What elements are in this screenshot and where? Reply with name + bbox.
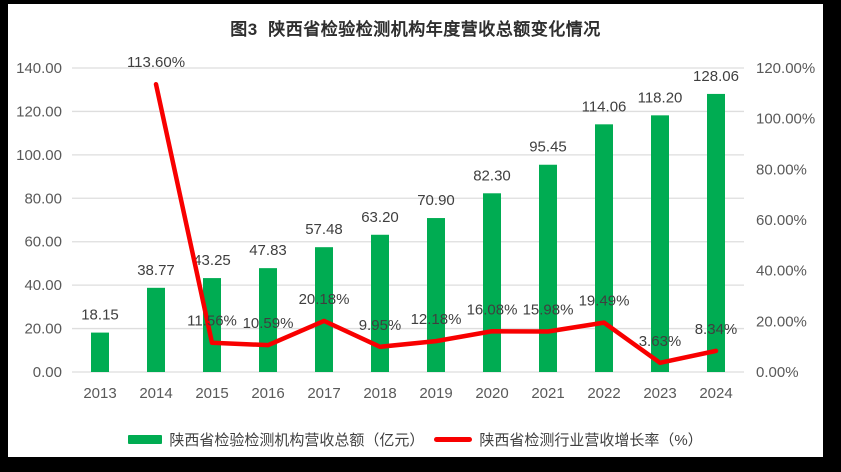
legend-item-line: 陕西省检测行业营收增长率（%） [434,429,703,450]
svg-text:2019: 2019 [419,385,452,402]
svg-text:2023: 2023 [643,385,676,402]
svg-text:20.00: 20.00 [24,321,62,338]
svg-text:2015: 2015 [195,385,228,402]
svg-text:80.00%: 80.00% [756,161,807,178]
svg-text:16.08%: 16.08% [467,301,518,318]
legend-line-label: 陕西省检测行业营收增长率（%） [479,432,703,449]
svg-text:38.77: 38.77 [137,262,175,279]
svg-text:60.00: 60.00 [24,234,62,251]
svg-text:118.20: 118.20 [638,89,683,106]
chart-canvas: 0.00 20.00 40.00 60.00 80.00 100.00 120.00 140.… [16,54,815,402]
gridlines [72,67,744,373]
svg-text:80.00: 80.00 [24,190,62,207]
svg-text:20.00%: 20.00% [756,313,807,330]
right-axis-ticks: 0.00% 20.00% 40.00% 60.00% 80.00% 100.00% 120.… [756,60,815,381]
svg-text:2013: 2013 [83,385,116,402]
svg-text:120.00%: 120.00% [756,60,815,77]
x-axis-labels: 2013 2014 2015 2016 2017 2018 2019 2020 2021 2022… [83,385,732,402]
bar-series-swatch-icon [128,435,163,444]
svg-text:100.00: 100.00 [16,147,62,164]
svg-text:60.00%: 60.00% [756,212,807,229]
svg-text:12.18%: 12.18% [411,311,462,328]
svg-text:70.90: 70.90 [417,192,455,209]
legend: 陕西省检验检测机构营收总额（亿元） 陕西省检测行业营收增长率（%） [8,429,823,450]
svg-text:2017: 2017 [307,385,340,402]
svg-text:57.48: 57.48 [305,221,343,238]
svg-text:19.49%: 19.49% [579,293,630,310]
svg-text:95.45: 95.45 [529,139,567,156]
legend-bar-label: 陕西省检验检测机构营收总额（亿元） [169,432,425,449]
svg-text:9.95%: 9.95% [359,317,402,334]
svg-text:113.60%: 113.60% [127,54,185,71]
svg-text:2014: 2014 [139,385,172,402]
svg-text:128.06: 128.06 [693,68,739,85]
svg-text:2018: 2018 [363,385,396,402]
svg-text:100.00%: 100.00% [756,111,815,128]
legend-item-bars: 陕西省检验检测机构营收总额（亿元） [128,429,424,450]
svg-text:2021: 2021 [531,385,564,402]
svg-text:15.98%: 15.98% [523,302,574,319]
svg-text:0.00%: 0.00% [756,364,799,381]
svg-text:8.34%: 8.34% [695,321,738,338]
line-series-swatch-icon [434,437,473,442]
svg-text:18.15: 18.15 [81,307,119,324]
bar-value-labels: 18.15 38.77 43.25 47.83 57.48 63.20 70.90 82.30… [81,68,739,324]
svg-text:3.63%: 3.63% [639,333,682,350]
svg-text:2020: 2020 [475,385,508,402]
svg-text:11.56%: 11.56% [187,313,237,330]
svg-text:2022: 2022 [587,385,620,402]
svg-text:0.00: 0.00 [33,364,62,381]
left-axis-ticks: 0.00 20.00 40.00 60.00 80.00 100.00 120.00 140.… [16,60,62,381]
svg-text:40.00%: 40.00% [756,263,807,280]
svg-text:63.20: 63.20 [361,209,399,226]
svg-text:2024: 2024 [699,385,732,402]
svg-text:82.30: 82.30 [473,167,511,184]
line-value-labels: 113.60% 11.56% 10.59% 20.18% 9.95% 12.18% 16.0… [127,54,737,350]
svg-text:47.83: 47.83 [249,242,287,259]
svg-text:2016: 2016 [251,385,284,402]
svg-text:140.00: 140.00 [16,60,62,77]
svg-text:40.00: 40.00 [24,277,62,294]
svg-text:20.18%: 20.18% [299,291,350,308]
svg-text:10.59%: 10.59% [243,315,294,332]
chart-title: 图3 陕西省检验检测机构年度营收总额变化情况 [230,20,601,39]
svg-text:114.06: 114.06 [582,98,627,115]
svg-text:43.25: 43.25 [193,252,231,269]
svg-text:120.00: 120.00 [16,103,62,120]
chart-inner-area: 图3 陕西省检验检测机构年度营收总额变化情况 0.00 20.00 40.00 60.… [8,4,823,457]
line-series [153,81,719,366]
